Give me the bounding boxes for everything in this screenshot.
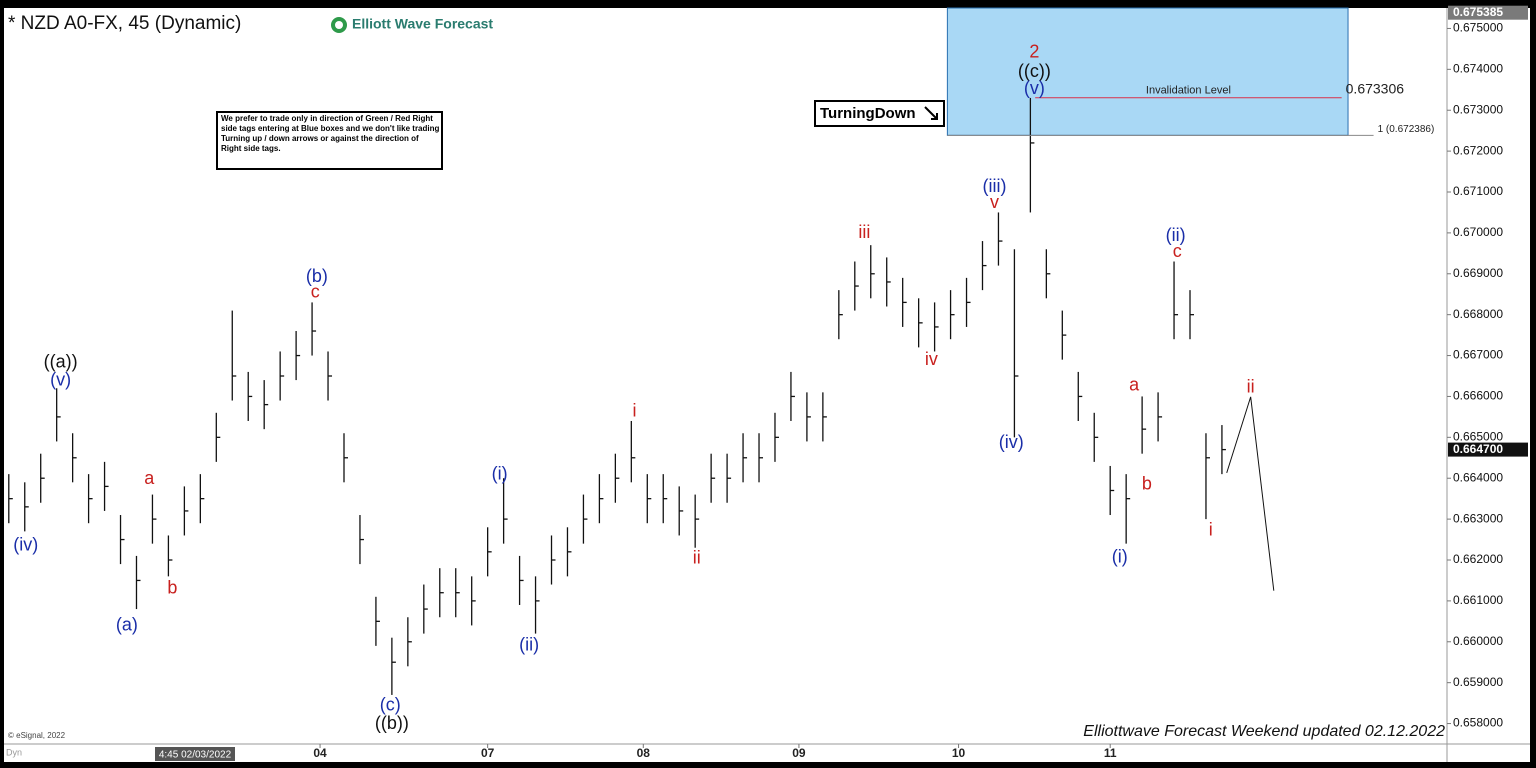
wave-label: (v) <box>50 370 71 390</box>
wave-label: b <box>1142 474 1152 494</box>
price-tag <box>1448 442 1528 457</box>
y-tick-label: 0.663000 <box>1453 511 1503 525</box>
y-tick-label: 0.671000 <box>1453 184 1503 198</box>
price-tag-label: 0.664700 <box>1453 442 1503 456</box>
y-tick-label: 0.670000 <box>1453 225 1503 239</box>
wave-label: ii <box>693 548 701 568</box>
y-tick-label: 0.665000 <box>1453 430 1503 444</box>
wave-label: (v) <box>1024 78 1045 98</box>
wave-label: c <box>1173 241 1182 261</box>
y-tick-label: 0.667000 <box>1453 348 1503 362</box>
wave-label: v <box>990 192 999 212</box>
signal-text: TurningDown <box>820 105 916 122</box>
wave-label: (ii) <box>519 635 539 655</box>
y-tick-label: 0.660000 <box>1453 634 1503 648</box>
y-tick-label: 0.658000 <box>1453 716 1503 730</box>
wave-label: (b) <box>306 266 328 286</box>
cursor-box <box>155 747 235 761</box>
y-tick-label: 0.664000 <box>1453 470 1503 484</box>
wave-label: c <box>311 282 320 302</box>
wave-label: (i) <box>1112 547 1128 567</box>
x-tick-label: 07 <box>481 746 495 760</box>
y-tick-label: 0.669000 <box>1453 266 1503 280</box>
x-tick-label: 11 <box>1104 746 1117 760</box>
wave-label: ((c)) <box>1018 61 1051 81</box>
copyright: © eSignal, 2022 <box>8 731 66 740</box>
wave-label: ((b)) <box>375 713 409 733</box>
wave-label: (iii) <box>982 176 1006 196</box>
wave-label: iv <box>925 349 938 369</box>
blue-box <box>946 7 1349 136</box>
x-tick-label: 10 <box>952 746 966 760</box>
y-tick-label: 0.659000 <box>1453 675 1503 689</box>
y-tick-label: 0.672000 <box>1453 143 1503 157</box>
wave-label: (i) <box>492 464 508 484</box>
cursor-label: 4:45 02/03/2022 <box>159 750 232 761</box>
wave-label: iii <box>858 222 870 242</box>
chart-title: * NZD A0-FX, 45 (Dynamic) <box>8 13 241 34</box>
wave-label: b <box>167 577 177 597</box>
logo-icon-inner <box>335 21 343 29</box>
signal-arrow <box>924 106 938 120</box>
y-tick-label: 0.673000 <box>1453 102 1503 116</box>
y-tick-label: 0.675000 <box>1453 21 1503 35</box>
y-tick-label: 0.666000 <box>1453 389 1503 403</box>
footer: Elliottwave Forecast Weekend updated 02.… <box>1083 723 1445 740</box>
signal-box <box>814 100 945 127</box>
level-name: Invalidation Level <box>1146 85 1231 97</box>
x-tick-label: 08 <box>637 746 651 760</box>
y-tick-label: 0.661000 <box>1453 593 1503 607</box>
price-tag <box>1448 5 1528 20</box>
wave-label: (iv) <box>999 432 1024 452</box>
wave-label: a <box>1129 375 1140 395</box>
projection-line <box>1226 396 1275 591</box>
y-tick-label: 0.674000 <box>1453 62 1503 76</box>
y-tick-label: 0.662000 <box>1453 552 1503 566</box>
wave-label: (a) <box>116 615 138 635</box>
y-tick-label: 0.668000 <box>1453 307 1503 321</box>
logo-text: Elliott Wave Forecast <box>352 16 493 32</box>
wave-label: i <box>1209 520 1213 540</box>
x-tick-label: 09 <box>792 746 806 760</box>
price-tag-label: 0.675385 <box>1453 5 1503 19</box>
wave-label: ((a)) <box>44 352 78 372</box>
wave-label: 2 <box>1029 41 1039 61</box>
wave-label: a <box>144 468 155 488</box>
level-label: 0.673306 <box>1346 80 1405 96</box>
note-box <box>216 111 443 170</box>
note-text: We prefer to trade only in direction of … <box>221 114 440 153</box>
wave-label: (c) <box>380 694 401 714</box>
note: We prefer to trade only in direction of … <box>221 114 440 153</box>
corner-label: Dyn <box>6 747 22 757</box>
level-label: 1 (0.672386) <box>1378 124 1435 135</box>
wave-label: (iv) <box>13 534 38 554</box>
wave-label: ii <box>1247 377 1255 397</box>
wave-label: (ii) <box>1166 225 1186 245</box>
wave-label: i <box>633 401 637 421</box>
x-tick-label: 04 <box>313 746 327 760</box>
